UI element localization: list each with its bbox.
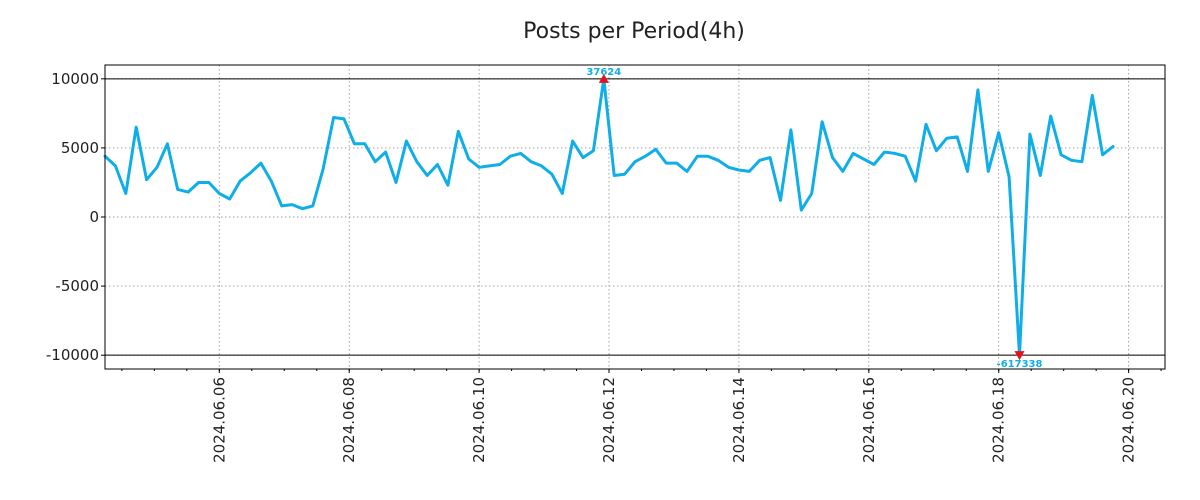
chart-title: Posts per Period(4h) — [523, 19, 745, 44]
y-tick-label: -5000 — [55, 277, 99, 295]
x-tick-label: 2024.06.18 — [990, 377, 1008, 463]
y-tick-label: 0 — [89, 208, 99, 226]
x-tick-label: 2024.06.14 — [730, 377, 748, 463]
min-value-label: -617338 — [997, 359, 1043, 370]
max-marker — [598, 73, 609, 83]
grid-layer — [105, 65, 1165, 369]
series-line — [103, 77, 1115, 357]
max-value-label: 37624 — [586, 67, 621, 78]
min-marker — [1014, 351, 1025, 361]
y-axis: 10000 5000 0 -5000 -10000 — [46, 70, 105, 364]
x-tick-label: 2024.06.20 — [1120, 377, 1138, 463]
x-tick-label: 2024.06.12 — [600, 377, 618, 463]
x-tick-label: 2024.06.10 — [470, 377, 488, 463]
extreme-markers: 37624 -617338 — [586, 67, 1042, 370]
x-tick-label: 2024.06.06 — [210, 377, 228, 463]
y-tick-label: -10000 — [46, 346, 99, 364]
y-tick-label: 5000 — [61, 139, 99, 157]
x-tick-label: 2024.06.08 — [340, 377, 358, 463]
x-axis: 2024.06.06 2024.06.08 2024.06.10 2024.06.12… — [121, 369, 1162, 463]
series-layer — [103, 77, 1115, 357]
x-tick-label: 2024.06.16 — [860, 377, 878, 463]
y-tick-label: 10000 — [51, 70, 99, 88]
reference-lines — [105, 78, 1165, 356]
